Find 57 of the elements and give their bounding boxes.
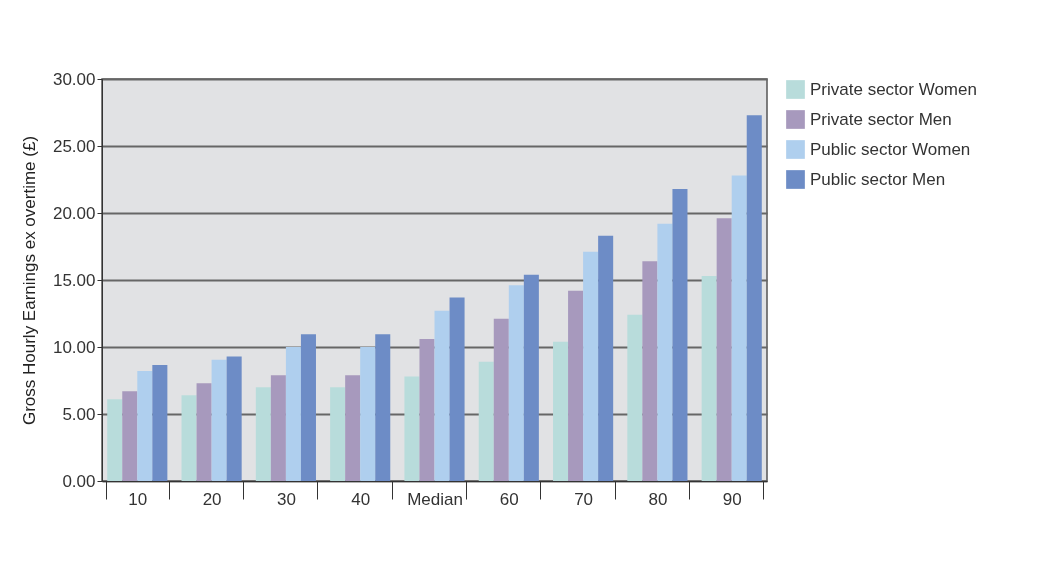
y-tick-label: 15.00	[52, 270, 96, 290]
bar	[583, 251, 599, 481]
bar	[226, 356, 242, 481]
bar	[598, 235, 614, 481]
x-tick-label: 80	[648, 489, 668, 509]
bar	[657, 223, 673, 481]
y-tick-label: 20.00	[52, 203, 96, 223]
bar	[701, 275, 717, 481]
x-tick-label: Median	[407, 489, 463, 509]
bar	[493, 318, 509, 481]
bar	[345, 375, 361, 481]
x-tick-label: 90	[722, 489, 742, 509]
bar	[300, 334, 316, 481]
bar	[404, 376, 420, 481]
bar	[152, 365, 168, 481]
x-tick-label: 60	[499, 489, 519, 509]
bar	[627, 314, 643, 481]
y-tick-label: 30.00	[52, 69, 96, 89]
y-axis-title: Gross Hourly Earnings ex overtime (£)	[19, 135, 39, 426]
y-tick-label: 10.00	[52, 337, 96, 357]
bar	[137, 371, 153, 481]
x-tick-label: 70	[574, 489, 594, 509]
bar	[478, 361, 494, 481]
bar	[360, 347, 376, 481]
bar	[523, 274, 539, 481]
y-tick-label: 0.00	[62, 471, 96, 491]
x-tick-label: 20	[202, 489, 222, 509]
bar	[181, 395, 197, 481]
y-tick-label: 5.00	[62, 404, 96, 424]
bar	[375, 334, 391, 481]
bar	[107, 399, 123, 481]
bar	[716, 218, 732, 481]
x-tick-label: 40	[351, 489, 371, 509]
bar	[419, 338, 435, 481]
bar	[434, 310, 450, 481]
bar	[568, 290, 584, 481]
y-tick-label: 25.00	[52, 136, 96, 156]
x-tick-label: 10	[128, 489, 148, 509]
legend-label: Public sector Men	[810, 169, 946, 189]
x-tick-label: 30	[276, 489, 296, 509]
bar	[330, 387, 346, 481]
bar	[553, 341, 569, 481]
bar	[270, 375, 286, 481]
legend-label: Public sector Women	[810, 139, 971, 159]
legend-label: Private sector Men	[810, 109, 952, 129]
legend-label: Private sector Women	[810, 79, 977, 99]
bar	[642, 261, 658, 481]
bar	[211, 359, 227, 481]
bar	[508, 285, 524, 481]
bar	[731, 175, 747, 481]
bar	[255, 387, 271, 481]
bar	[449, 297, 465, 481]
bar	[122, 391, 138, 481]
bar	[196, 383, 212, 481]
bar	[285, 347, 301, 481]
bar	[746, 115, 762, 481]
bar	[672, 188, 688, 481]
